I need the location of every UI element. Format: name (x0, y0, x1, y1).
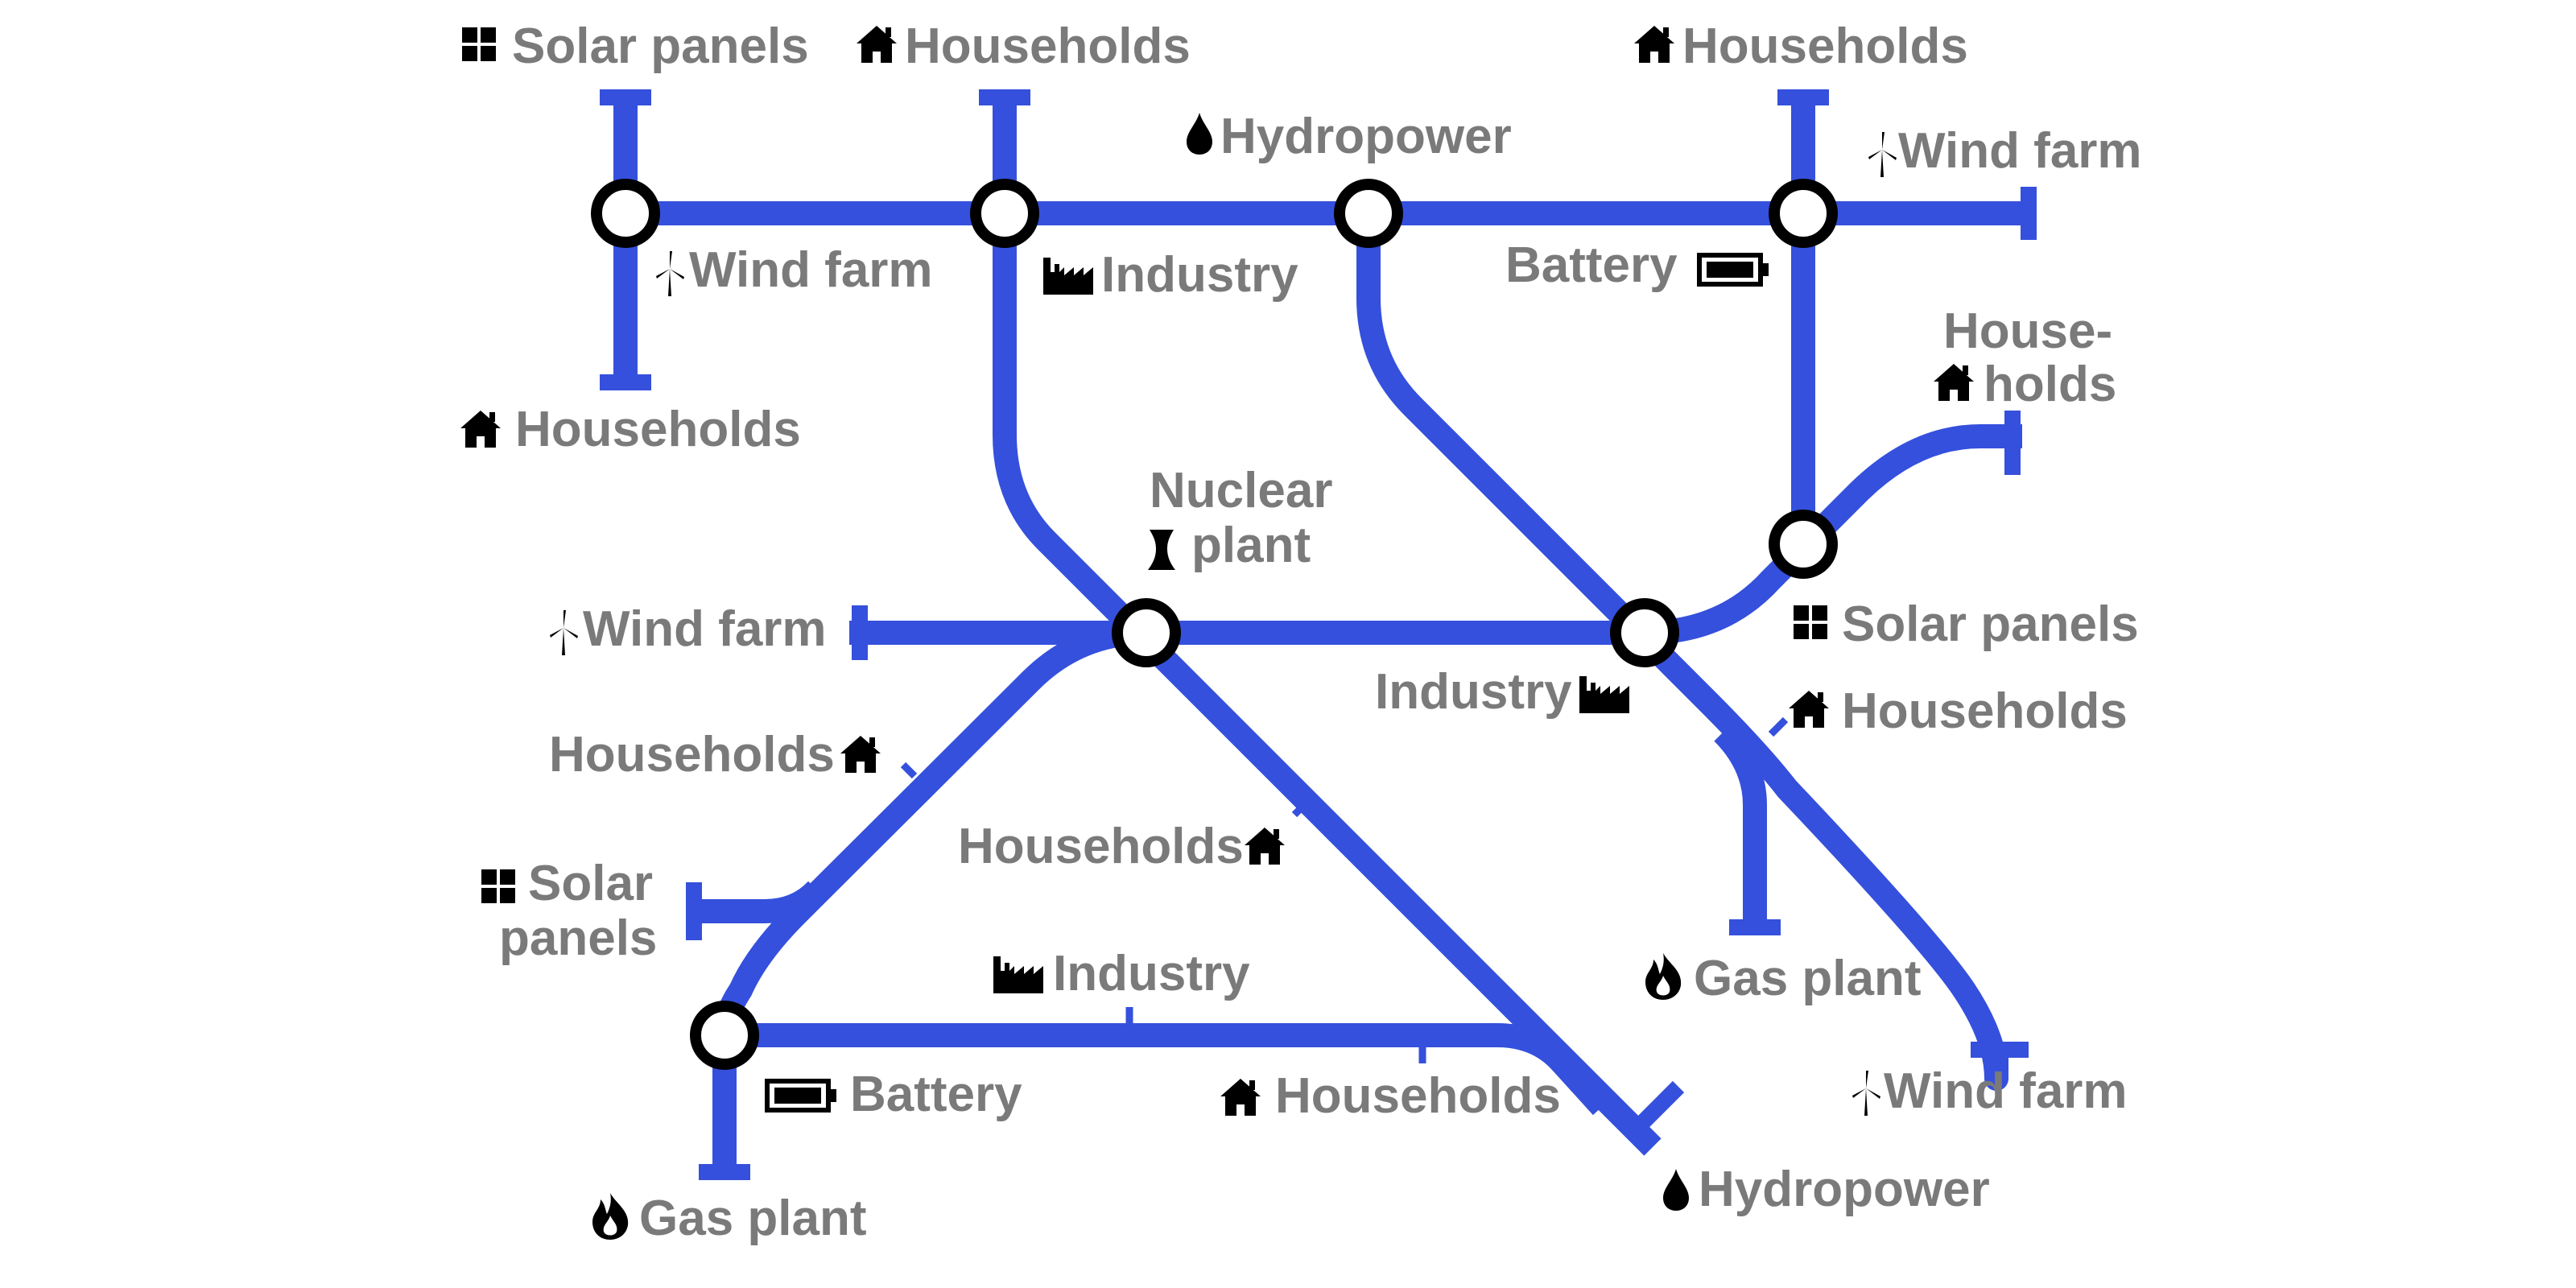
station-battery-bottom[interactable] (690, 1001, 759, 1070)
endcap-hydropower-bottom (1628, 1080, 1685, 1137)
station-hydropower[interactable] (1334, 179, 1403, 248)
label-gas-right: Gas plant (1694, 951, 1922, 1006)
label-nuclear-2: plant (1191, 518, 1311, 573)
label-wind-top-right: Wind farm (1898, 123, 2142, 179)
factory-icon (1579, 676, 1629, 713)
line-industry-to-southeast (993, 93, 1662, 1156)
solar-icon (481, 869, 515, 903)
drop-icon (1187, 113, 1212, 155)
label-gas-bottom-left: Gas plant (639, 1191, 867, 1246)
solar-icon (462, 27, 496, 61)
label-industry-bottom: Industry (1053, 946, 1250, 1001)
battery-icon (1699, 255, 1769, 284)
house-icon (460, 411, 501, 448)
station-solar-right[interactable] (1769, 510, 1838, 579)
label-battery-top: Battery (1505, 237, 1678, 293)
label-households-center: Households (958, 819, 1244, 874)
label-nuclear-1: Nuclear (1150, 463, 1332, 518)
station-battery-top[interactable] (1769, 179, 1838, 248)
drop-icon (1663, 1169, 1689, 1211)
label-households-right-1: House- (1943, 303, 2112, 359)
house-icon (857, 26, 897, 63)
label-households-right-2: holds (1984, 357, 2116, 412)
label-households-right-middle: Households (1842, 683, 2128, 739)
label-wind-bottom-right: Wind farm (1884, 1063, 2128, 1119)
line-hydro-to-southeast (1356, 213, 2008, 1091)
house-icon (1634, 26, 1674, 63)
label-solar-top-left: Solar panels (512, 19, 809, 74)
stub-households-right-middle (1768, 716, 1789, 737)
label-hydropower-top: Hydropower (1220, 109, 1512, 164)
stub-households-center (1291, 800, 1309, 818)
stations (591, 179, 1838, 1070)
label-households-top-right: Households (1682, 19, 1968, 74)
station-wind-farm-left[interactable] (591, 179, 660, 248)
line-right-curve (1644, 424, 2022, 645)
solar-icon (1794, 605, 1827, 639)
label-hydropower-bottom: Hydropower (1699, 1162, 1990, 1217)
label-solar-left-2: panels (499, 910, 657, 966)
wind-turbine-icon (1868, 132, 1897, 177)
line-bottom-horizontal (724, 1023, 1612, 1116)
house-icon (1789, 691, 1829, 728)
line-solar-left-branch (691, 881, 827, 923)
label-households-left-middle: Households (549, 727, 835, 782)
label-wind-left-node: Wind farm (689, 242, 933, 298)
labels: Solar panels Households Hydropower House… (499, 19, 2142, 1246)
station-nuclear-plant[interactable] (1112, 598, 1181, 667)
label-households-bottom: Households (1275, 1068, 1561, 1124)
wind-turbine-icon (550, 610, 578, 655)
factory-icon (1043, 258, 1093, 295)
label-battery-bottom: Battery (850, 1067, 1022, 1122)
label-households-top: Households (905, 19, 1191, 74)
label-solar-left-1: Solar (528, 856, 653, 911)
house-icon (1934, 364, 1974, 401)
label-industry-middle: Industry (1375, 664, 1572, 720)
flame-icon (592, 1193, 629, 1240)
cooling-tower-icon (1148, 530, 1175, 570)
wind-turbine-icon (1852, 1071, 1880, 1116)
house-icon (1220, 1079, 1261, 1116)
station-industry-middle[interactable] (1610, 598, 1679, 667)
house-icon (840, 736, 881, 773)
wind-turbine-icon (656, 251, 684, 296)
label-industry-top: Industry (1101, 247, 1298, 303)
house-icon (1245, 828, 1285, 865)
network-lines (600, 89, 2037, 1180)
label-solar-right-middle: Solar panels (1842, 597, 2139, 652)
line-gas-right (1714, 724, 1767, 931)
stub-households-left-middle (900, 762, 918, 779)
flame-icon (1645, 953, 1682, 1000)
label-wind-middle-left: Wind farm (583, 601, 827, 657)
label-households-top-left: Households (515, 402, 801, 457)
station-industry-top[interactable] (970, 179, 1039, 248)
battery-icon (767, 1081, 836, 1110)
factory-icon (993, 956, 1043, 993)
